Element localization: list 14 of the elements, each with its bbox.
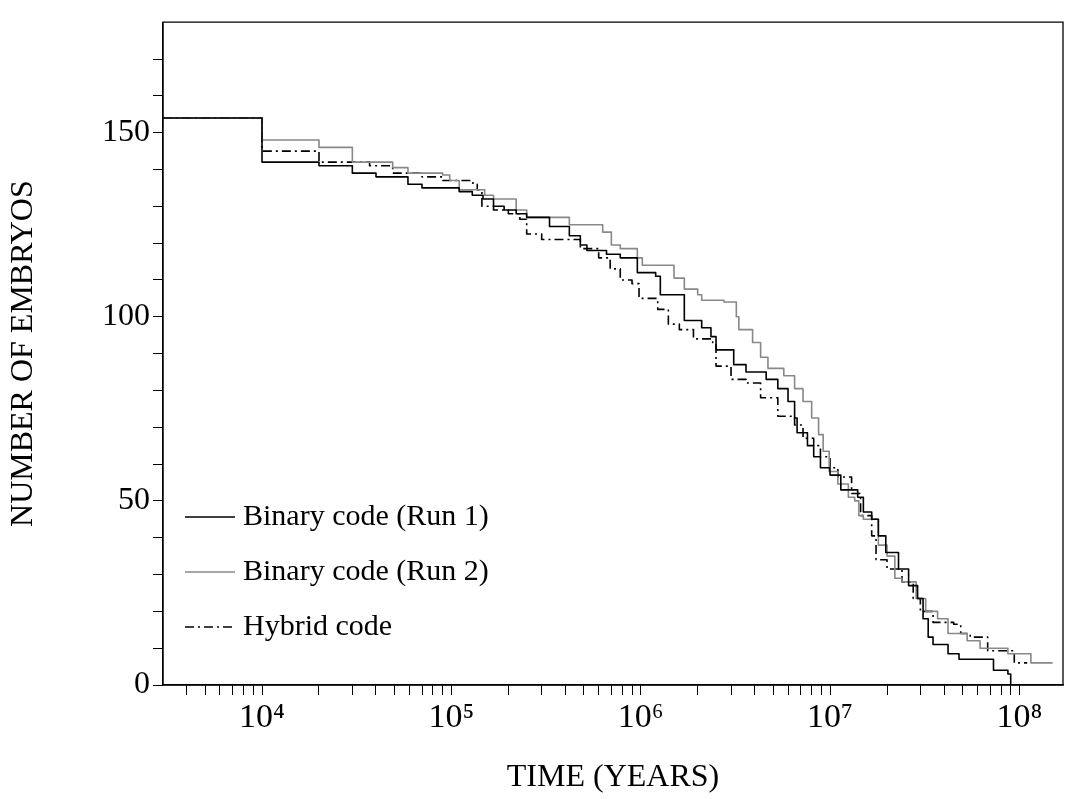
y-tick-label: 0 [134, 664, 150, 701]
x-tick-label: 10⁷ [807, 697, 853, 735]
legend-label: Binary code (Run 1) [243, 497, 489, 532]
legend-label: Binary code (Run 2) [243, 552, 489, 587]
y-tick-label: 100 [102, 296, 150, 333]
legend-label: Hybrid code [243, 607, 393, 641]
x-tick-label: 10⁶ [617, 697, 664, 735]
x-tick-label: 10⁸ [996, 697, 1043, 735]
x-tick-label: 10⁵ [428, 697, 475, 735]
y-tick-label: 150 [102, 112, 150, 149]
x-tick-label: 10⁴ [239, 697, 285, 735]
y-axis-title: NUMBER OF EMBRYOS [2, 180, 39, 527]
y-tick-label: 50 [118, 480, 150, 517]
x-axis-title: TIME (YEARS) [506, 757, 720, 794]
